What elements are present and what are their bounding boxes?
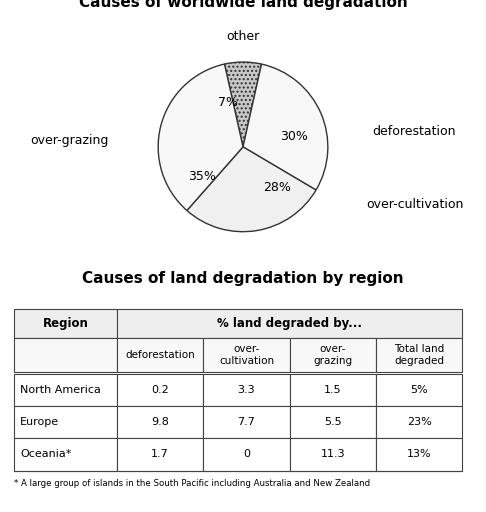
Bar — [376, 374, 462, 406]
Bar — [15, 338, 117, 372]
Text: 23%: 23% — [407, 417, 432, 427]
Title: Causes of land degradation by region: Causes of land degradation by region — [82, 271, 404, 286]
Text: Total land
degraded: Total land degraded — [394, 344, 444, 366]
Wedge shape — [243, 64, 328, 190]
Wedge shape — [158, 64, 243, 210]
Bar — [376, 438, 462, 471]
Title: Causes of worldwide land degradation: Causes of worldwide land degradation — [79, 0, 407, 10]
Bar — [290, 406, 376, 438]
Text: Europe: Europe — [20, 417, 59, 427]
Bar — [15, 438, 117, 471]
Text: 11.3: 11.3 — [320, 450, 345, 459]
Bar — [203, 338, 290, 372]
Text: over-
grazing: over- grazing — [313, 344, 352, 366]
Wedge shape — [187, 147, 316, 232]
Text: 13%: 13% — [407, 450, 432, 459]
Text: deforestation: deforestation — [372, 125, 455, 138]
Text: 28%: 28% — [263, 181, 291, 194]
Bar — [290, 338, 376, 372]
Bar — [290, 438, 376, 471]
Bar — [15, 374, 117, 406]
Text: over-cultivation: over-cultivation — [366, 198, 463, 211]
Bar — [203, 374, 290, 406]
Bar — [203, 406, 290, 438]
Bar — [15, 309, 117, 338]
Bar — [203, 438, 290, 471]
Bar — [117, 309, 462, 338]
Text: over-grazing: over-grazing — [31, 134, 109, 146]
Text: 9.8: 9.8 — [151, 417, 169, 427]
Text: other: other — [226, 30, 260, 44]
Bar — [290, 374, 376, 406]
Text: deforestation: deforestation — [125, 350, 195, 360]
Text: * A large group of islands in the South Pacific including Australia and New Zeal: * A large group of islands in the South … — [15, 479, 370, 488]
Text: 5%: 5% — [410, 385, 428, 395]
Text: 1.5: 1.5 — [324, 385, 342, 395]
Bar — [376, 406, 462, 438]
Text: % land degraded by...: % land degraded by... — [217, 317, 362, 330]
Text: 1.7: 1.7 — [151, 450, 169, 459]
Bar — [117, 438, 203, 471]
Text: 7.7: 7.7 — [238, 417, 256, 427]
Bar — [117, 338, 203, 372]
Text: 0.2: 0.2 — [151, 385, 169, 395]
Bar — [15, 406, 117, 438]
Text: 30%: 30% — [280, 130, 308, 143]
Text: over-
cultivation: over- cultivation — [219, 344, 274, 366]
Wedge shape — [225, 62, 261, 147]
Bar — [117, 374, 203, 406]
Text: Region: Region — [43, 317, 88, 330]
Bar — [117, 406, 203, 438]
Bar — [376, 338, 462, 372]
Text: North America: North America — [20, 385, 101, 395]
Text: Oceania*: Oceania* — [20, 450, 71, 459]
Text: 35%: 35% — [189, 170, 216, 183]
Text: 5.5: 5.5 — [324, 417, 342, 427]
Text: 3.3: 3.3 — [238, 385, 255, 395]
Text: 7%: 7% — [218, 96, 238, 109]
Text: 0: 0 — [243, 450, 250, 459]
